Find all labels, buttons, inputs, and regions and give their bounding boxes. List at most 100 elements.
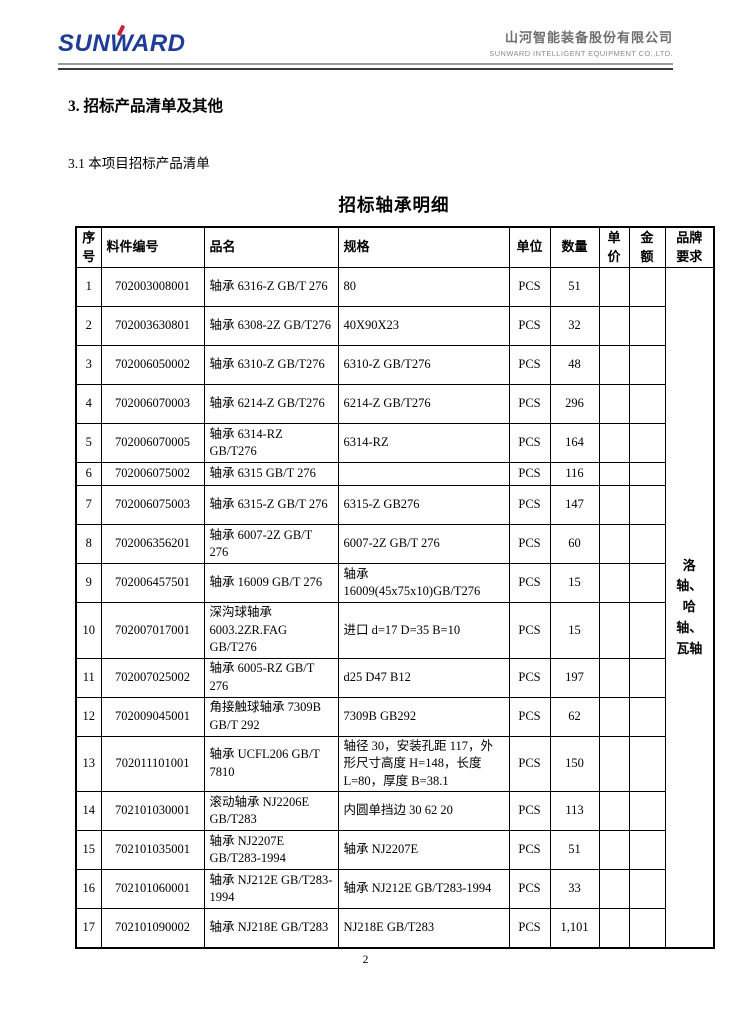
cell-amount — [628, 908, 666, 949]
table-title: 招标轴承明细 — [338, 195, 450, 215]
cell-spec: 轴承 NJ2207E — [337, 830, 510, 870]
cell-unit: PCS — [508, 657, 551, 698]
cell-part-code: 702101030001 — [100, 791, 205, 831]
cell-spec: 80 — [337, 267, 510, 307]
cell-serial-no: 15 — [75, 830, 102, 870]
cell-unit-price — [598, 485, 630, 525]
cell-part-code: 702011101001 — [100, 735, 205, 792]
cell-unit: PCS — [508, 602, 551, 659]
cell-unit-price — [598, 306, 630, 346]
section-heading: 3. 招标产品清单及其他 — [68, 98, 224, 115]
cell-serial-no: 12 — [75, 696, 102, 737]
subsection-heading: 3.1 本项目招标产品清单 — [68, 156, 210, 171]
cell-part-code: 702006075002 — [100, 462, 205, 486]
cell-spec: 内圆单挡边 30 62 20 — [337, 791, 510, 831]
cell-serial-no: 7 — [75, 485, 102, 525]
table-row: 16 702101060001 轴承 NJ212E GB/T283-1994 轴… — [75, 869, 714, 909]
table-row: 10 702007017001 深沟球轴承 6003.2ZR.FAG GB/T2… — [75, 602, 714, 659]
cell-unit-price — [598, 735, 630, 792]
cell-amount — [628, 657, 666, 698]
cell-part-code: 702003008001 — [100, 267, 205, 307]
cell-spec — [337, 462, 510, 486]
cell-serial-no: 8 — [75, 524, 102, 564]
cell-product-name: 轴承 6314-RZ GB/T276 — [203, 423, 339, 463]
table-row: 11 702007025002 轴承 6005-RZ GB/T 276 d25 … — [75, 657, 714, 698]
cell-part-code: 702101060001 — [100, 869, 205, 909]
sunward-logo: SUNWARD — [58, 24, 186, 58]
cell-amount — [628, 423, 666, 463]
cell-amount — [628, 345, 666, 385]
cell-part-code: 702007017001 — [100, 602, 205, 659]
cell-unit: PCS — [508, 524, 551, 564]
brand-requirement-cell: 洛轴、哈轴、瓦轴 — [664, 267, 715, 949]
cell-quantity: 116 — [549, 462, 600, 486]
cell-amount — [628, 869, 666, 909]
cell-quantity: 15 — [549, 563, 600, 603]
cell-serial-no: 6 — [75, 462, 102, 486]
cell-part-code: 702006356201 — [100, 524, 205, 564]
cell-serial-no: 13 — [75, 735, 102, 792]
cell-part-code: 702006050002 — [100, 345, 205, 385]
cell-quantity: 51 — [549, 267, 600, 307]
table-row: 8 702006356201 轴承 6007-2Z GB/T 276 6007-… — [75, 524, 714, 564]
cell-amount — [628, 696, 666, 737]
cell-product-name: 深沟球轴承 6003.2ZR.FAG GB/T276 — [203, 602, 339, 659]
cell-part-code: 702003630801 — [100, 306, 205, 346]
cell-serial-no: 16 — [75, 869, 102, 909]
cell-quantity: 33 — [549, 869, 600, 909]
cell-spec: NJ218E GB/T283 — [337, 908, 510, 949]
cell-part-code: 702007025002 — [100, 657, 205, 698]
table-row: 9 702006457501 轴承 16009 GB/T 276 轴承 1600… — [75, 563, 714, 603]
table-row: 3 702006050002 轴承 6310-Z GB/T276 6310-Z … — [75, 345, 714, 385]
cell-quantity: 113 — [549, 791, 600, 831]
cell-unit: PCS — [508, 462, 551, 486]
cell-spec: 40X90X23 — [337, 306, 510, 346]
cell-product-name: 轴承 NJ218E GB/T283 — [203, 908, 339, 949]
cell-spec: d25 D47 B12 — [337, 657, 510, 698]
cell-spec: 6310-Z GB/T276 — [337, 345, 510, 385]
table-row: 2 702003630801 轴承 6308-2Z GB/T276 40X90X… — [75, 306, 714, 346]
cell-spec: 7309B GB292 — [337, 696, 510, 737]
cell-spec: 轴承 NJ212E GB/T283-1994 — [337, 869, 510, 909]
cell-product-name: 轴承 UCFL206 GB/T 7810 — [203, 735, 339, 792]
cell-unit: PCS — [508, 485, 551, 525]
cell-unit-price — [598, 657, 630, 698]
cell-amount — [628, 602, 666, 659]
cell-unit-price — [598, 563, 630, 603]
col-header-spec: 规格 — [337, 226, 510, 268]
cell-unit-price — [598, 696, 630, 737]
cell-amount — [628, 485, 666, 525]
cell-product-name: 轴承 6007-2Z GB/T 276 — [203, 524, 339, 564]
cell-unit: PCS — [508, 423, 551, 463]
cell-amount — [628, 735, 666, 792]
cell-unit-price — [598, 345, 630, 385]
cell-serial-no: 3 — [75, 345, 102, 385]
cell-product-name: 轴承 6310-Z GB/T276 — [203, 345, 339, 385]
cell-unit: PCS — [508, 791, 551, 831]
cell-spec: 轴承 16009(45x75x10)GB/T276 — [337, 563, 510, 603]
cell-serial-no: 1 — [75, 267, 102, 307]
col-header-no: 序号 — [75, 226, 102, 268]
cell-amount — [628, 267, 666, 307]
cell-amount — [628, 791, 666, 831]
cell-quantity: 164 — [549, 423, 600, 463]
cell-serial-no: 17 — [75, 908, 102, 949]
table-row: 12 702009045001 角接触球轴承 7309B GB/T 292 73… — [75, 696, 714, 737]
cell-quantity: 1,101 — [549, 908, 600, 949]
col-header-code: 料件编号 — [100, 226, 205, 268]
cell-part-code: 702006075003 — [100, 485, 205, 525]
table-row: 15 702101035001 轴承 NJ2207E GB/T283-1994 … — [75, 830, 714, 870]
cell-unit-price — [598, 791, 630, 831]
col-header-name: 品名 — [203, 226, 339, 268]
cell-unit: PCS — [508, 345, 551, 385]
cell-serial-no: 10 — [75, 602, 102, 659]
cell-part-code: 702006070003 — [100, 384, 205, 424]
cell-part-code: 702006457501 — [100, 563, 205, 603]
cell-unit: PCS — [508, 908, 551, 949]
cell-spec: 6315-Z GB276 — [337, 485, 510, 525]
cell-quantity: 15 — [549, 602, 600, 659]
cell-product-name: 滚动轴承 NJ2206E GB/T283 — [203, 791, 339, 831]
cell-unit: PCS — [508, 306, 551, 346]
table-row: 13 702011101001 轴承 UCFL206 GB/T 7810 轴径 … — [75, 735, 714, 792]
